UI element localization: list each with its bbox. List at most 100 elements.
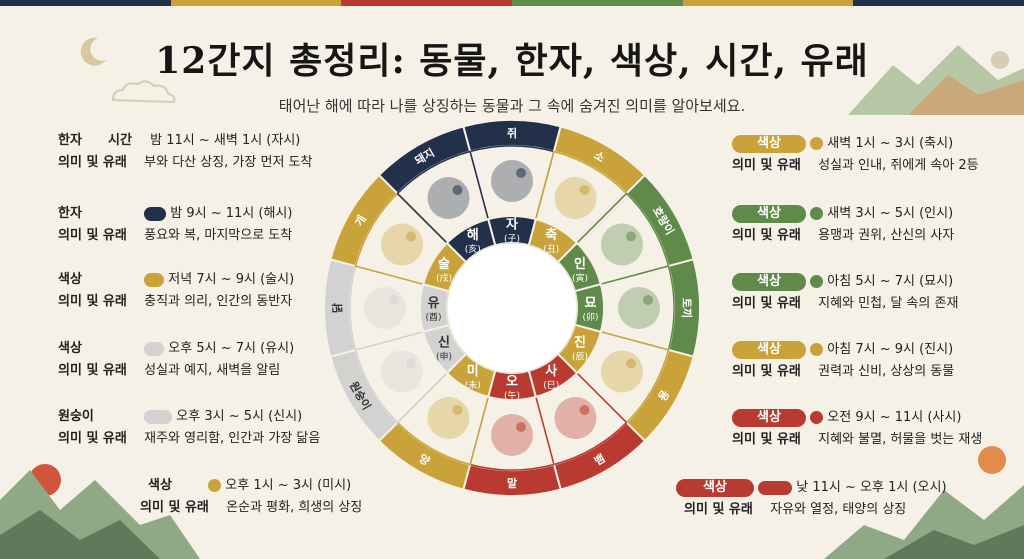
- entry-meaning: 풍요와 복, 마지막으로 도착: [144, 228, 293, 243]
- sheep-icon: [427, 396, 470, 439]
- entry-label: 의미 및 유래: [684, 502, 753, 517]
- color-swatch: [810, 275, 824, 288]
- entry-meaning: 재주와 영리함, 인간과 가장 닮음: [144, 431, 321, 446]
- entry-rooster: 색상 오후 5시 ~ 7시 (유시) 의미 및 유래 성실과 예지, 새벽을 알…: [58, 338, 294, 382]
- entry-label: 한자: [58, 133, 82, 148]
- color-badge: 색상: [732, 134, 806, 153]
- snake-icon: [554, 396, 597, 439]
- entry-label: 의미 및 유래: [58, 431, 127, 446]
- color-swatch: [758, 480, 793, 495]
- branch-korean-label: 오: [506, 375, 518, 390]
- sheep-icon: [452, 404, 463, 415]
- ox-icon: [554, 177, 597, 220]
- mountains-top-right: [848, 45, 1024, 115]
- branch-hanja-label: (未): [465, 379, 481, 391]
- branch-korean-label: 자: [506, 218, 518, 233]
- entry-time: 오후 1시 ~ 3시 (미시): [225, 478, 352, 493]
- mountains-bottom-left: [0, 464, 200, 559]
- color-swatch: [144, 206, 167, 221]
- branch-hanja-label: (子): [504, 234, 520, 245]
- dog-icon: [406, 231, 417, 242]
- branch-korean-label: 진: [574, 334, 586, 350]
- monkey-icon: [381, 350, 424, 393]
- entry-dragon: 색상 아침 7시 ~ 9시 (진시) 의미 및 유래 권력과 신비, 상상의 동…: [732, 339, 954, 383]
- rabbit-icon: [618, 287, 660, 329]
- branch-korean-label: 축: [545, 227, 557, 243]
- zodiac-wheel: 쥐자(子)소축(丑)호랑이인(寅)토끼묘(卯)용진(辰)뱀사(巳)말오(午)양미…: [323, 119, 701, 497]
- zodiac-name-label: 닭: [331, 303, 344, 313]
- top-bar-segment: [512, 0, 683, 6]
- entry-tiger: 색상 새벽 3시 ~ 5시 (인시) 의미 및 유래 용맹과 권위, 산신의 사…: [732, 203, 954, 247]
- color-badge: 색상: [732, 272, 806, 291]
- dragon-icon: [600, 350, 643, 393]
- entry-dog: 색상 저녁 7시 ~ 9시 (술시) 의미 및 유래 충직과 의리, 인간의 동…: [58, 269, 294, 313]
- entry-meaning: 충직과 의리, 인간의 동반자: [144, 294, 293, 309]
- branch-korean-label: 유: [428, 296, 440, 311]
- rooster-icon: [364, 287, 406, 329]
- entry-time: 저녁 7시 ~ 9시 (술시): [168, 272, 295, 287]
- page-title: 12간지 총정리: 동물, 한자, 색상, 시간, 유래: [155, 40, 869, 82]
- entry-monkey: 원숭이 오후 3시 ~ 5시 (신시) 의미 및 유래 재주와 영리함, 인간과…: [58, 406, 320, 450]
- color-badge: 색상: [732, 340, 806, 359]
- entry-snake: 색상 오전 9시 ~ 11시 (사시) 의미 및 유래 지혜와 불멸, 허물을 …: [732, 407, 982, 451]
- color-badge: 색상: [676, 478, 754, 497]
- pig-icon: [427, 177, 470, 220]
- branch-hanja-label: (申): [436, 350, 452, 362]
- entry-label: 의미 및 유래: [58, 294, 127, 309]
- entry-label: 의미 및 유래: [732, 228, 801, 243]
- entry-horse: 색상 낮 11시 ~ 오후 1시 (오시) 의미 및 유래 자유와 열정, 태양…: [676, 477, 947, 521]
- wheel-center: [446, 242, 578, 374]
- color-swatch: [208, 479, 222, 492]
- moon-icon: [80, 37, 106, 66]
- branch-korean-label: 사: [545, 363, 557, 379]
- entry-meaning: 온순과 평화, 희생의 상징: [226, 500, 363, 515]
- entry-label: 의미 및 유래: [140, 500, 209, 515]
- branch-korean-label: 미: [467, 363, 479, 379]
- dog-icon: [381, 223, 424, 266]
- snake-icon: [579, 404, 590, 415]
- top-bar-segment: [853, 0, 1024, 6]
- entry-label: 의미 및 유래: [732, 432, 801, 447]
- rabbit-icon: [643, 295, 653, 305]
- entry-label: 의미 및 유래: [58, 155, 127, 170]
- mountains-bottom-right: [824, 446, 1024, 559]
- horse-icon: [491, 414, 533, 456]
- entry-time: 밤 11시 ~ 새벽 1시 (자시): [150, 133, 301, 148]
- entry-meaning: 성실과 예지, 새벽을 알림: [144, 363, 281, 378]
- top-bar-segment: [0, 0, 171, 6]
- entry-label: 의미 및 유래: [732, 364, 801, 379]
- branch-hanja-label: (午): [504, 390, 520, 402]
- ox-icon: [579, 185, 590, 196]
- entry-meaning: 권력과 신비, 상상의 동물: [818, 364, 955, 379]
- entry-time: 오후 5시 ~ 7시 (유시): [168, 341, 295, 356]
- cloud-icon: [111, 80, 176, 104]
- entry-label: 색상: [148, 478, 172, 493]
- entry-label: 색상: [58, 341, 82, 356]
- branch-hanja-label: (酉): [425, 312, 441, 323]
- entry-ox: 색상 새벽 1시 ~ 3시 (축시) 의미 및 유래 성실과 인내, 쥐에게 속…: [732, 133, 979, 177]
- entry-meaning: 성실과 인내, 쥐에게 속아 2등: [818, 158, 979, 173]
- color-swatch: [810, 137, 824, 150]
- page-subtitle: 태어난 해에 따라 나를 상징하는 동물과 그 속에 숨겨진 의미를 알아보세요…: [278, 97, 746, 115]
- entry-meaning: 지혜와 민첩, 달 속의 존재: [818, 296, 959, 311]
- branch-korean-label: 술: [438, 257, 450, 272]
- entry-label: 의미 및 유래: [58, 363, 127, 378]
- top-color-bar: [0, 0, 1024, 6]
- entry-meaning: 지혜와 불멸, 허물을 벗는 재생: [818, 432, 983, 447]
- entry-time: 밤 9시 ~ 11시 (해시): [170, 206, 293, 221]
- entry-meaning: 용맹과 권위, 산신의 사자: [818, 228, 955, 243]
- color-swatch: [144, 341, 165, 356]
- monkey-icon: [406, 358, 417, 369]
- branch-hanja-label: (丑): [543, 244, 559, 255]
- branch-hanja-label: (亥): [465, 243, 481, 255]
- branch-korean-label: 인: [574, 256, 586, 272]
- entry-time: 오전 9시 ~ 11시 (사시): [827, 410, 962, 425]
- dragon-icon: [625, 358, 636, 369]
- top-bar-segment: [341, 0, 513, 6]
- entry-time: 아침 5시 ~ 7시 (묘시): [827, 274, 954, 289]
- branch-hanja-label: (巳): [543, 380, 559, 391]
- entry-rat: 한자 시간 밤 11시 ~ 새벽 1시 (자시) 의미 및 유래 부와 다산 상징…: [58, 130, 312, 174]
- horse-icon: [516, 422, 526, 432]
- branch-korean-label: 묘: [585, 296, 597, 311]
- entry-label: 한자: [58, 206, 82, 221]
